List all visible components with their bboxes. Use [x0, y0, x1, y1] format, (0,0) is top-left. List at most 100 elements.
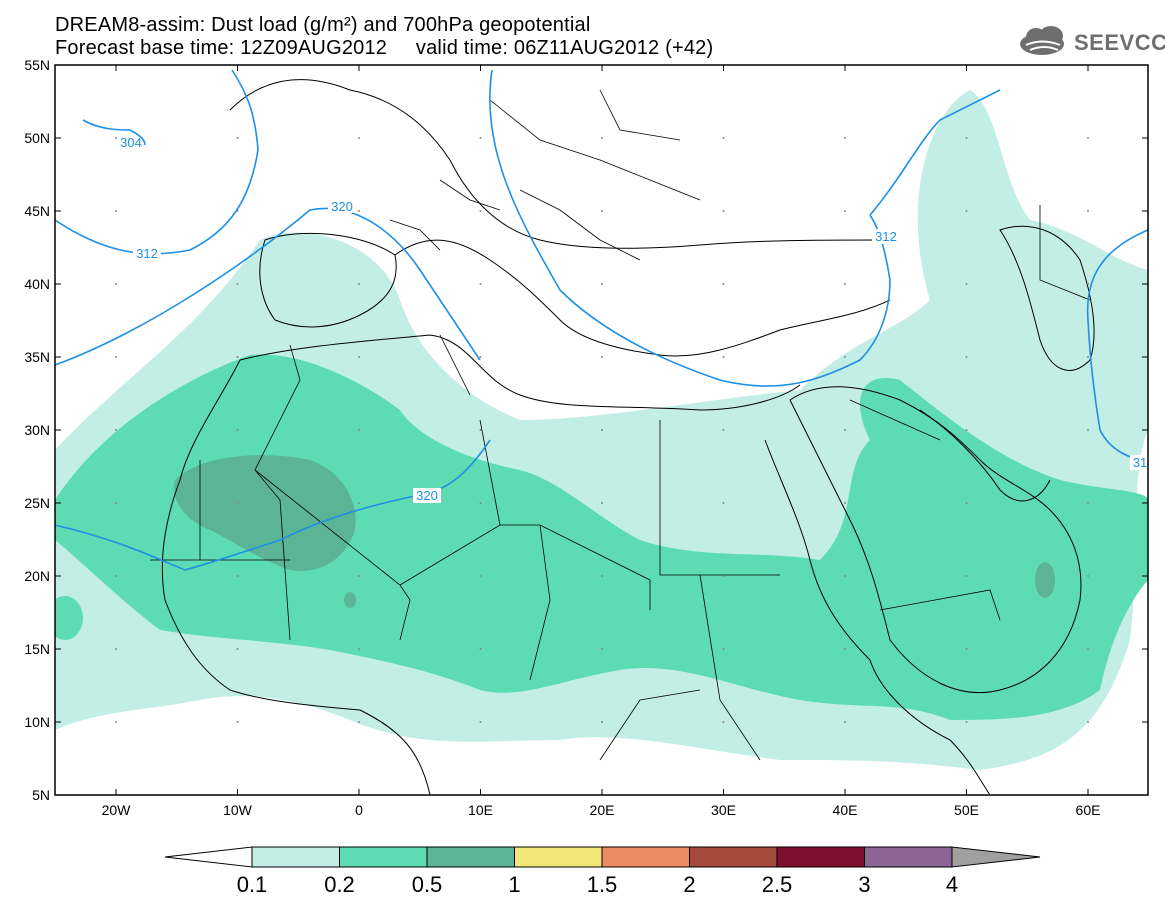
grid-dot [722, 137, 725, 139]
grid-dot [965, 575, 968, 577]
grid-dot [236, 648, 239, 650]
coast-persian-gulf [919, 409, 1051, 502]
logo-text: SEEVCCC [1074, 30, 1165, 55]
colorbar-level-label: 0.1 [236, 872, 268, 897]
colorbar-swatch [864, 846, 953, 868]
contour-label: 320 [416, 488, 438, 503]
grid-dot [479, 575, 482, 577]
grid-dot [965, 502, 968, 504]
grid-dot [1087, 356, 1089, 358]
lat-tick-label: 20N [24, 568, 50, 584]
grid-dot [601, 721, 603, 723]
contour-312-west [55, 69, 259, 255]
colorbar-swatch [689, 846, 778, 868]
colorbar-swatch [426, 846, 515, 868]
lat-tick-label: 10N [24, 714, 50, 730]
grid-dot [601, 210, 603, 212]
coastlines [161, 79, 1095, 795]
grid-dot [601, 356, 603, 358]
grid-dot [236, 575, 239, 577]
dust-area-atlantic-mid [55, 596, 83, 640]
country-borders [150, 89, 1091, 761]
grid-dot [358, 283, 360, 285]
grid-dot [236, 721, 239, 723]
contour-label: 312 [136, 246, 158, 261]
grid-dot [1087, 721, 1089, 723]
grid-dot [236, 429, 239, 431]
colorbar-level-label: 3 [858, 872, 871, 897]
coast-europe-south [394, 239, 891, 357]
grid-dot [479, 721, 482, 723]
grid-dot [965, 210, 968, 212]
dust-level-0.2 [55, 354, 1148, 720]
lat-axis: 55N 50N 45N 40N 35N 30N 25N 20N 15N 10N 5N [24, 57, 1148, 803]
grid-dot [844, 210, 846, 212]
grid-dot [479, 648, 482, 650]
grid-dot [358, 502, 360, 504]
grid-dot [722, 283, 725, 285]
grid-dot [722, 356, 725, 358]
grid-dot [479, 356, 482, 358]
lat-tick-label: 40N [24, 276, 50, 292]
grid-dot [844, 575, 846, 577]
grid-dot [1087, 137, 1089, 139]
lon-tick-label: 20E [590, 802, 615, 818]
lon-tick-label: 60E [1076, 802, 1101, 818]
lat-tick-label: 15N [24, 641, 50, 657]
grid-dot [965, 648, 968, 650]
colorbar-swatch [339, 846, 428, 868]
colorbar [164, 846, 1041, 868]
grid-dot [115, 283, 117, 285]
grid-dot [236, 137, 239, 139]
lon-tick-label: 40E [833, 802, 858, 818]
grid-dot [601, 575, 603, 577]
grid-dot [601, 648, 603, 650]
lat-tick-label: 25N [24, 495, 50, 511]
coast-iberia [259, 232, 397, 328]
dust-area-mali-dense [344, 592, 356, 608]
lon-tick-label: 0 [355, 802, 363, 818]
grid-dot [601, 429, 603, 431]
colorbar-max-arrow [951, 846, 1041, 868]
dust-area-western-sahara-dense [174, 455, 356, 571]
grid-dot [844, 137, 846, 139]
grid-dot [1087, 429, 1089, 431]
grid-dot [358, 137, 360, 139]
grid-dot [358, 210, 360, 212]
coast-europe-north [229, 79, 881, 249]
contour-304 [82, 119, 146, 146]
coast-red-sea-west [764, 439, 991, 795]
grid-dot [115, 356, 117, 358]
contour-31x-east [1086, 229, 1148, 461]
contour-label: 312 [875, 229, 897, 244]
grid-dot [115, 648, 117, 650]
grid-dot [1087, 283, 1089, 285]
grid-dot [115, 137, 117, 139]
colorbar-level-label: 1 [508, 872, 521, 897]
grid-dot [358, 721, 360, 723]
grid-dot [722, 575, 725, 577]
lat-tick-label: 45N [24, 203, 50, 219]
grid-dot [358, 575, 360, 577]
lat-tick-label: 50N [24, 130, 50, 146]
colorbar-level-label: 2.5 [761, 872, 793, 897]
lon-axis: 20W 10W 0 10E 20E 30E 40E 50E 60E [102, 65, 1101, 818]
cloud-icon [1020, 26, 1064, 55]
dust-level-0.5 [174, 455, 1055, 608]
grid-dot [601, 502, 603, 504]
grid-dot [479, 137, 482, 139]
colorbar-level-label: 4 [945, 872, 959, 897]
grid-dot [115, 429, 117, 431]
dust-area-sahara-mid [55, 354, 1148, 720]
grid-dot [1087, 648, 1089, 650]
grid-dot [965, 283, 968, 285]
grid-dot [479, 283, 482, 285]
lat-tick-label: 30N [24, 422, 50, 438]
contour-label: 31 [1133, 455, 1147, 470]
coast-west-africa [161, 359, 431, 795]
grid-dot [236, 283, 239, 285]
colorbar-level-label: 0.2 [324, 872, 355, 897]
lat-tick-label: 5N [32, 787, 50, 803]
grid-dot [965, 721, 968, 723]
